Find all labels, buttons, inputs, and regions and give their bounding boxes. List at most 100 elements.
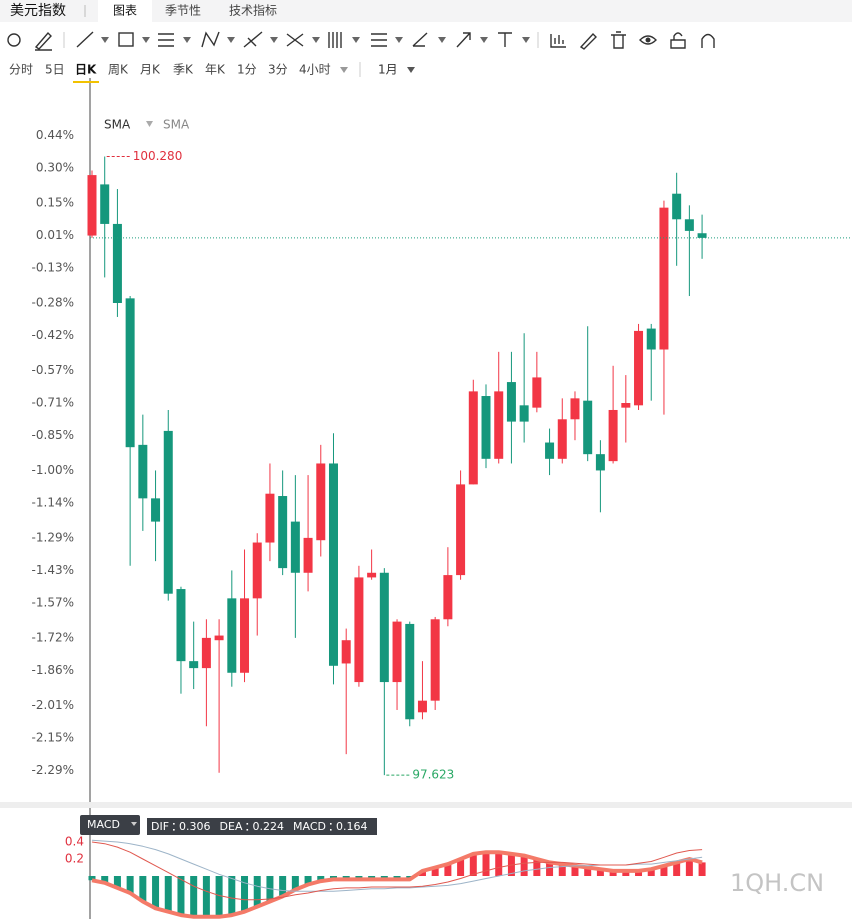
y-tick-label: -1.29% bbox=[32, 530, 74, 544]
legend-value: 0.224 bbox=[253, 820, 285, 833]
timeframe[interactable]: 年K bbox=[205, 63, 226, 77]
timeframe[interactable]: 5日 bbox=[45, 63, 65, 77]
y-tick-label: -1.86% bbox=[32, 663, 74, 677]
indicator-label[interactable]: SMA bbox=[163, 118, 190, 132]
y-tick-label: -0.28% bbox=[32, 296, 74, 310]
timeframe[interactable]: 3分 bbox=[268, 63, 288, 77]
macd-bar bbox=[571, 865, 579, 876]
candle-body bbox=[634, 330, 644, 406]
dropdown-arrow[interactable] bbox=[407, 67, 415, 73]
macd-bar bbox=[164, 876, 172, 912]
macd-bar bbox=[635, 870, 643, 876]
tool-icon[interactable] bbox=[201, 31, 220, 48]
tool-icon[interactable] bbox=[243, 31, 263, 48]
candle-body bbox=[430, 619, 440, 701]
candle-body bbox=[570, 398, 580, 420]
candle-body bbox=[316, 463, 326, 541]
tool-icon[interactable] bbox=[498, 32, 512, 47]
tab[interactable]: 季节性 bbox=[165, 4, 201, 18]
y-tick-label: -1.14% bbox=[32, 496, 74, 510]
tool-icon[interactable] bbox=[611, 31, 626, 49]
candle-body bbox=[595, 454, 605, 471]
tool-icon[interactable] bbox=[579, 32, 597, 50]
dropdown-arrow[interactable] bbox=[312, 37, 320, 43]
candle-body bbox=[290, 521, 300, 573]
legend-name: DEA bbox=[220, 820, 243, 833]
candle-body bbox=[417, 700, 427, 713]
timeframe[interactable]: 季K bbox=[173, 63, 194, 77]
timeframe[interactable]: 周K bbox=[108, 63, 129, 77]
legend-colon bbox=[173, 823, 175, 825]
macd-label[interactable]: MACD bbox=[87, 818, 120, 831]
tool-icon[interactable] bbox=[158, 33, 174, 47]
candle-body bbox=[405, 623, 415, 720]
range-select[interactable]: 1月 bbox=[378, 63, 398, 77]
tab[interactable]: 图表 bbox=[113, 4, 137, 18]
legend-colon bbox=[246, 829, 249, 831]
tool-icon[interactable] bbox=[670, 32, 686, 49]
macd-bar bbox=[113, 876, 121, 888]
legend-colon bbox=[246, 823, 249, 825]
dropdown-arrow[interactable] bbox=[142, 37, 150, 43]
candle-body bbox=[100, 184, 110, 224]
macd-bar bbox=[177, 876, 185, 916]
tab[interactable]: 技术指标 bbox=[229, 3, 277, 18]
timeframe[interactable]: 分时 bbox=[9, 63, 33, 77]
instrument-title: 美元指数 bbox=[10, 3, 66, 19]
tool-icon[interactable] bbox=[371, 33, 387, 47]
candle-body bbox=[240, 598, 250, 673]
tool-icon[interactable] bbox=[412, 32, 428, 47]
legend-name: DIF bbox=[151, 820, 169, 833]
watermark: 1QH.CN bbox=[730, 869, 824, 897]
dropdown-arrow[interactable] bbox=[438, 37, 446, 43]
legend-name: MACD bbox=[293, 820, 326, 833]
timeframe[interactable]: 月K bbox=[140, 63, 161, 77]
macd-y-tick-label: 0.2 bbox=[65, 852, 84, 866]
macd-bar bbox=[291, 876, 299, 890]
macd-label-box[interactable] bbox=[80, 815, 140, 835]
macd-bar bbox=[228, 876, 236, 916]
dropdown-arrow[interactable] bbox=[522, 37, 530, 43]
dropdown-arrow[interactable] bbox=[340, 67, 348, 73]
timeframe[interactable]: 4小时 bbox=[299, 63, 331, 77]
tool-icon[interactable] bbox=[639, 35, 657, 45]
tool-icon[interactable] bbox=[34, 31, 52, 51]
macd-bar bbox=[317, 876, 325, 882]
timeframe[interactable]: 1分 bbox=[237, 63, 257, 77]
tool-icon[interactable] bbox=[456, 32, 471, 48]
macd-line bbox=[91, 850, 703, 919]
candle-body bbox=[481, 396, 491, 459]
macd-bar bbox=[444, 864, 452, 876]
dropdown-arrow[interactable] bbox=[480, 37, 488, 43]
dropdown-arrow[interactable] bbox=[352, 37, 360, 43]
candle-body bbox=[646, 328, 656, 350]
tool-icon[interactable] bbox=[7, 33, 21, 47]
legend-value: 0.164 bbox=[336, 820, 368, 833]
candle-body bbox=[328, 463, 338, 666]
dropdown-arrow[interactable] bbox=[395, 37, 403, 43]
tool-icon[interactable] bbox=[701, 33, 715, 49]
macd-bar bbox=[101, 876, 109, 883]
macd-bar bbox=[482, 852, 490, 876]
candle-body bbox=[659, 207, 669, 350]
tool-icon[interactable] bbox=[550, 34, 566, 48]
dropdown-arrow[interactable] bbox=[101, 37, 109, 43]
tool-icon[interactable] bbox=[286, 33, 304, 47]
dropdown-arrow[interactable] bbox=[183, 37, 191, 43]
y-tick-label: -0.71% bbox=[32, 396, 74, 410]
tool-icon[interactable] bbox=[118, 32, 134, 47]
macd-bar bbox=[533, 859, 541, 876]
candle-body bbox=[163, 430, 173, 594]
candle-body bbox=[532, 377, 542, 408]
tool-icon[interactable] bbox=[328, 32, 342, 48]
indicator-label[interactable]: SMA bbox=[104, 118, 131, 132]
dropdown-arrow[interactable] bbox=[146, 121, 153, 127]
macd-bar bbox=[202, 876, 210, 917]
dropdown-arrow[interactable] bbox=[227, 37, 235, 43]
dropdown-arrow[interactable] bbox=[131, 822, 137, 826]
timeframe[interactable]: 日K bbox=[75, 63, 97, 77]
dropdown-arrow[interactable] bbox=[270, 37, 278, 43]
macd-bar bbox=[139, 876, 147, 902]
tool-icon[interactable] bbox=[76, 31, 94, 48]
candle-body bbox=[494, 391, 504, 459]
